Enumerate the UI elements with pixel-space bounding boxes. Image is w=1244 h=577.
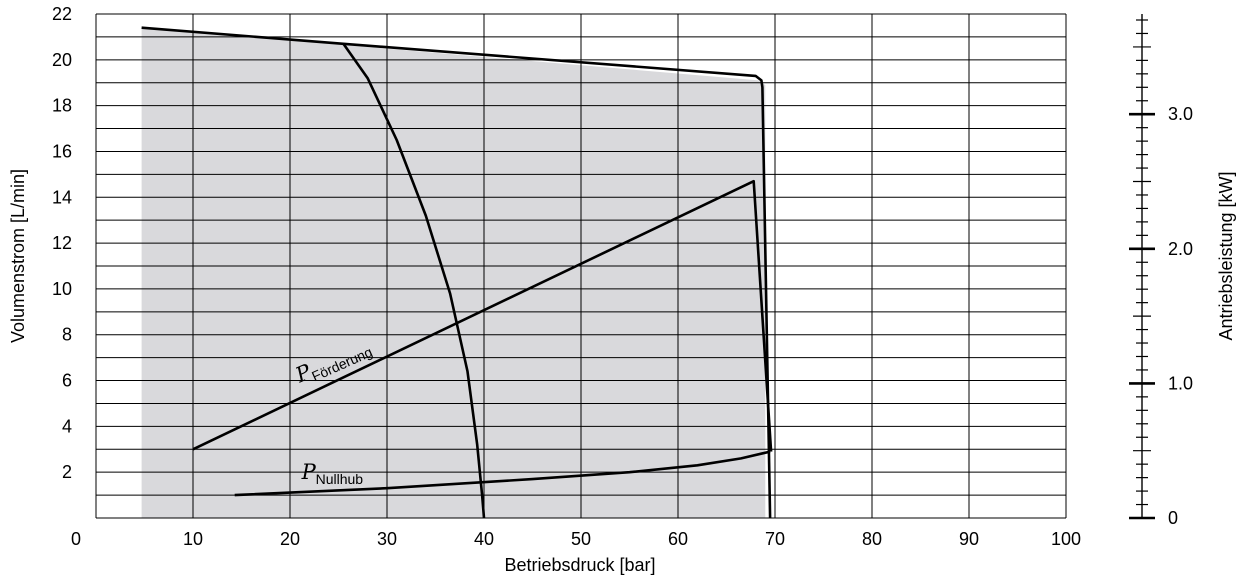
series-line-2 [342, 43, 486, 519]
series-line-1 [141, 26, 772, 519]
x-tick-label: 90 [959, 529, 979, 549]
y-tick-labels: 2 4 6 8 10 12 14 16 18 20 22 [52, 4, 72, 482]
y-tick-label: 18 [52, 96, 72, 116]
annotation-subscript: Nullhub [316, 471, 364, 487]
x-axis-title: Betriebsdruck [bar] [504, 555, 655, 575]
x-tick-label: 10 [183, 529, 203, 549]
y-tick-label: 6 [62, 371, 72, 391]
y2-tick-label: 2.0 [1168, 239, 1193, 259]
y2-tick-label: 0 [1168, 508, 1178, 528]
x-tick-label: 20 [280, 529, 300, 549]
annotation-nullhub: P Nullhub [301, 460, 364, 487]
annotation-symbol: P [301, 460, 317, 484]
y-tick-label: 16 [52, 141, 72, 161]
curves [141, 26, 773, 519]
x-tick-label: 70 [765, 529, 785, 549]
shaded-region [141, 27, 766, 518]
y-tick-label: 8 [62, 325, 72, 345]
x-tick-label: 100 [1051, 529, 1081, 549]
grid [95, 13, 1067, 519]
series-line-3 [192, 179, 773, 452]
x-tick-label: 80 [862, 529, 882, 549]
y-tick-label: 2 [62, 462, 72, 482]
y-tick-label: 10 [52, 279, 72, 299]
x-tick-labels: 0 10 20 30 40 50 60 70 80 90 100 [71, 529, 1081, 549]
x-tick-label: 50 [571, 529, 591, 549]
y2-tick-label: 3.0 [1168, 104, 1193, 124]
x-tick-label: 0 [71, 529, 81, 549]
y-axis-title: Volumenstrom [L/min] [8, 169, 28, 343]
y-tick-label: 14 [52, 187, 72, 207]
shaded-operating-area [141, 27, 766, 518]
y-tick-label: 20 [52, 50, 72, 70]
y2-tick-label: 1.0 [1168, 373, 1193, 393]
y-tick-label: 12 [52, 233, 72, 253]
series-line-4 [234, 450, 771, 497]
y-tick-label: 22 [52, 4, 72, 24]
y2-axis-title: Antriebsleistung [kW] [1216, 171, 1236, 340]
secondary-axis: 0 1.0 2.0 3.0 [1129, 14, 1193, 528]
x-tick-label: 40 [474, 529, 494, 549]
x-tick-label: 30 [377, 529, 397, 549]
y-tick-label: 4 [62, 416, 72, 436]
x-tick-label: 60 [668, 529, 688, 549]
